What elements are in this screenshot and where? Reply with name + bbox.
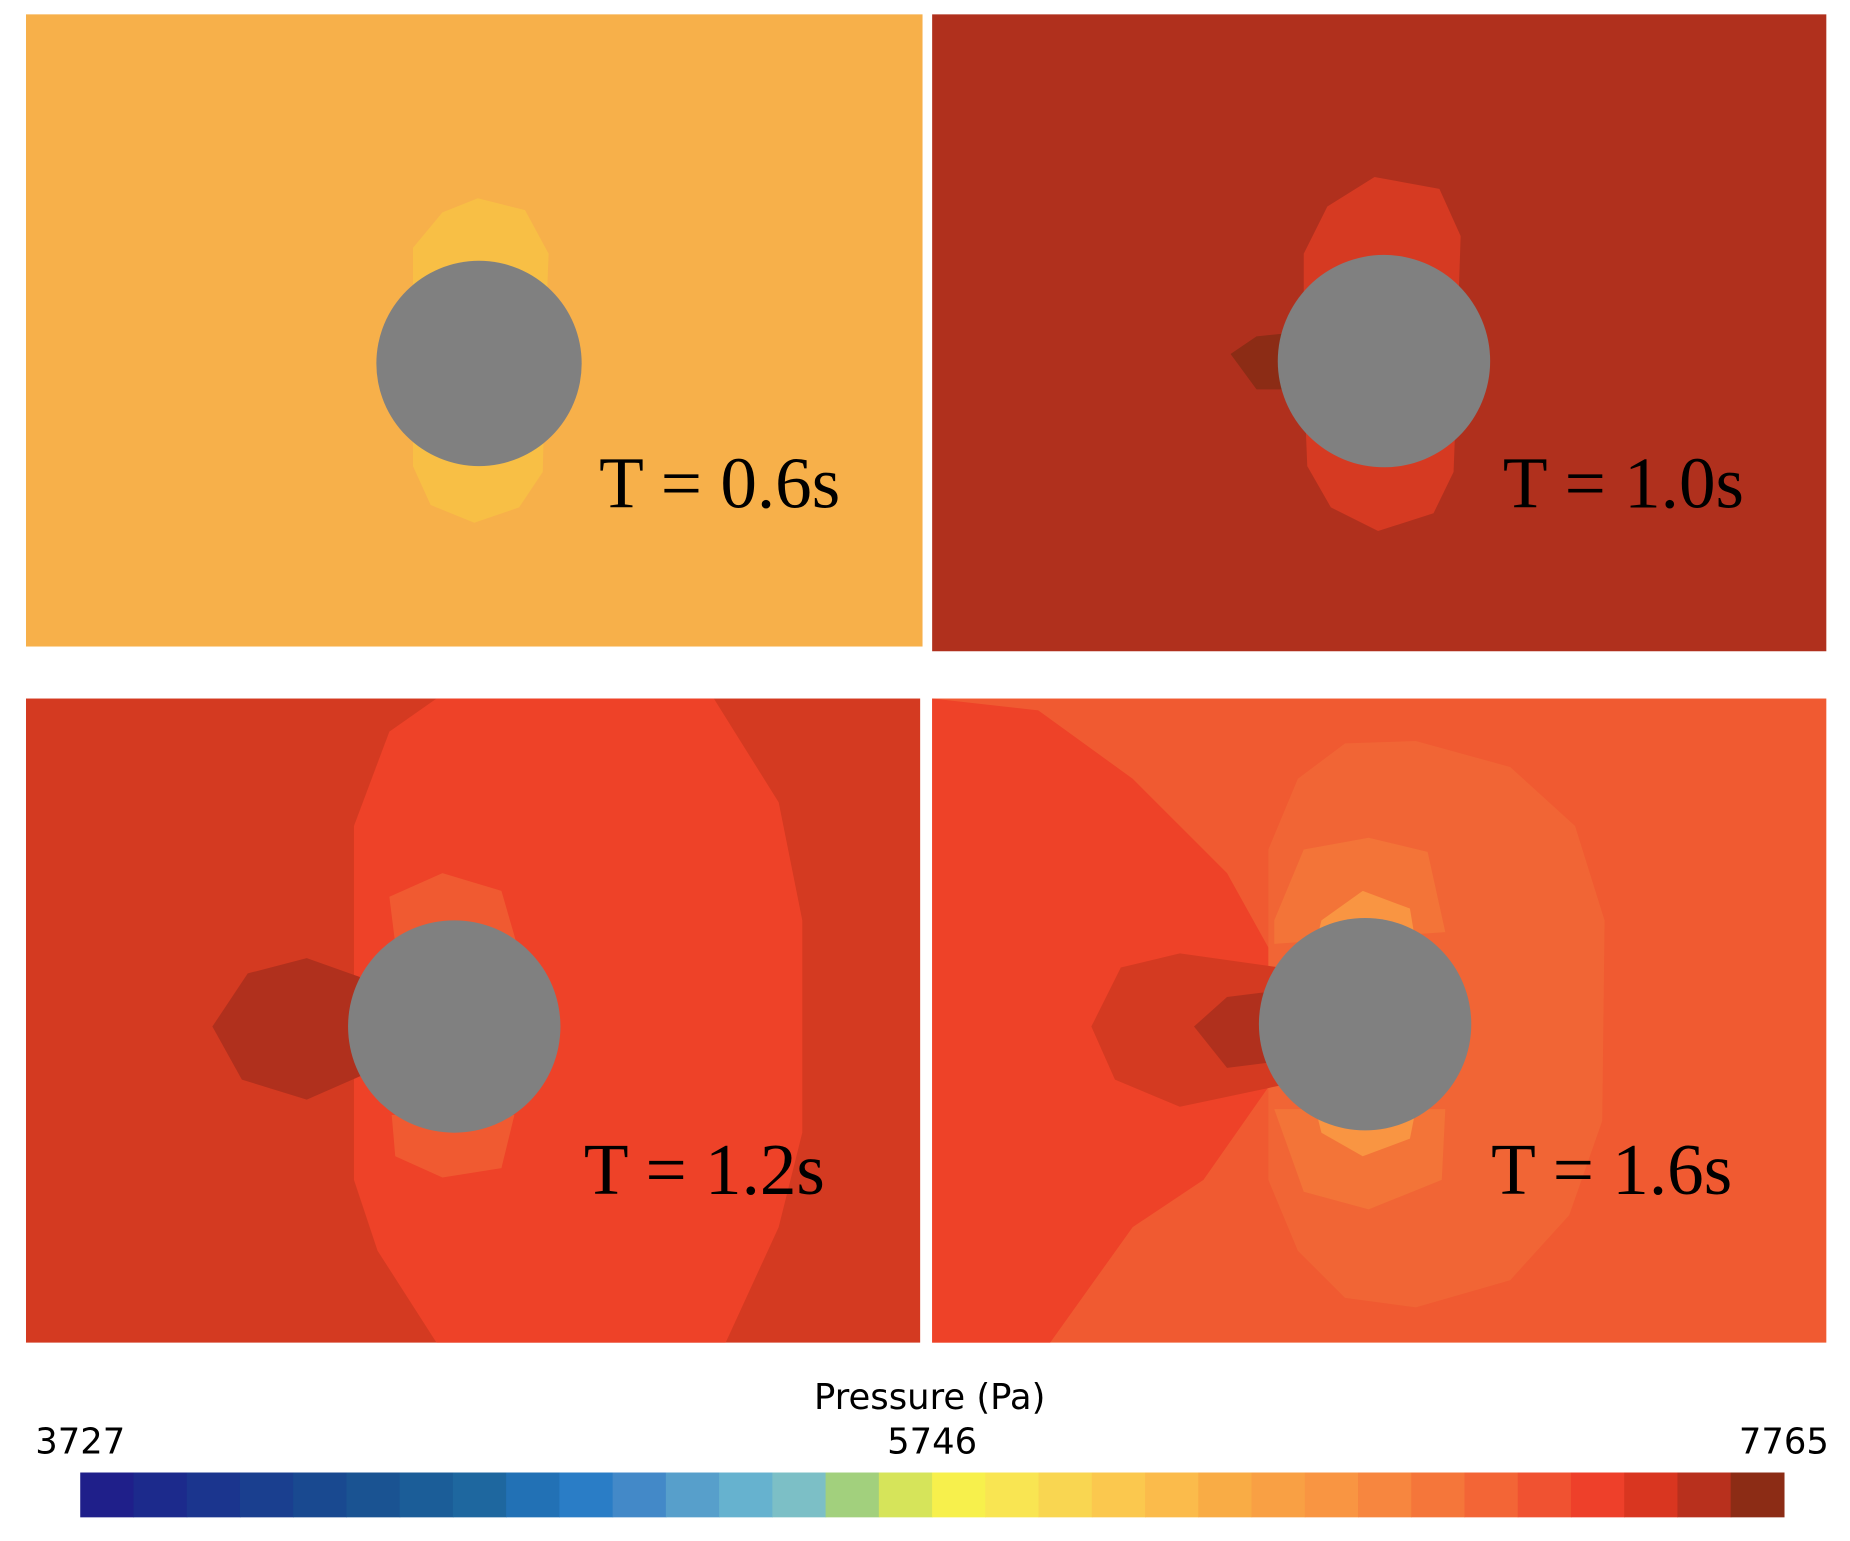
- colorbar-segment: [1411, 1472, 1466, 1518]
- colorbar-segment: [932, 1472, 986, 1518]
- colorbar-segment: [133, 1472, 188, 1518]
- colorbar-tick-label: 5746: [887, 1422, 977, 1463]
- time-label: T = 1.6s: [1491, 1129, 1732, 1210]
- colorbar-segment: [346, 1472, 401, 1518]
- contour: [391, 1115, 515, 1178]
- colorbar-segment: [1091, 1472, 1146, 1518]
- colorbar-segment: [665, 1472, 720, 1518]
- contour: [1091, 953, 1281, 1107]
- colorbar-segment: [1251, 1472, 1306, 1518]
- colorbar-segment: [1517, 1472, 1572, 1518]
- colorbar-segment: [1304, 1472, 1359, 1518]
- colorbar: 3727 5746 7765: [35, 1422, 1829, 1518]
- cylinder: [348, 920, 561, 1133]
- colorbar-segment: [559, 1472, 614, 1518]
- time-label: T = 0.6s: [599, 442, 840, 523]
- colorbar-segment: [825, 1472, 880, 1518]
- colorbar-segment: [1198, 1472, 1253, 1518]
- colorbar-segment: [1677, 1472, 1732, 1518]
- panel: T = 1.6s: [932, 698, 1827, 1343]
- colorbar-tick-label: 7765: [1739, 1422, 1829, 1463]
- colorbar-segment: [719, 1472, 773, 1518]
- colorbar-segment: [612, 1472, 667, 1518]
- colorbar-segment: [1570, 1472, 1625, 1518]
- contour: [353, 698, 803, 1343]
- time-label: T = 1.2s: [584, 1129, 825, 1210]
- cylinder: [1277, 254, 1491, 468]
- panel: T = 1.0s: [932, 14, 1827, 652]
- colorbar-segment: [239, 1472, 294, 1518]
- colorbar-segment: [1464, 1472, 1519, 1518]
- colorbar-title: Pressure (Pa): [814, 1377, 1045, 1418]
- colorbar-segment: [1730, 1472, 1785, 1518]
- colorbar-segment: [1624, 1472, 1679, 1518]
- colorbar-tick-label: 3727: [35, 1422, 125, 1463]
- cylinder: [376, 260, 582, 467]
- colorbar-segment: [878, 1472, 933, 1518]
- colorbar-segment: [985, 1472, 1040, 1518]
- colorbar-segment: [772, 1472, 827, 1518]
- panel: T = 0.6s: [25, 14, 923, 647]
- colorbar-segment: [399, 1472, 454, 1518]
- colorbar-segment: [1145, 1472, 1199, 1518]
- colorbar-segment: [1358, 1472, 1412, 1518]
- colorbar-segment: [452, 1472, 507, 1518]
- colorbar-segment: [186, 1472, 241, 1518]
- colorbar-segment: [1038, 1472, 1093, 1518]
- panel: T = 1.2s: [25, 698, 921, 1343]
- contour: [212, 958, 366, 1100]
- contour: [1194, 991, 1275, 1068]
- colorbar-segment: [506, 1472, 560, 1518]
- colorbar-segment: [80, 1472, 135, 1518]
- time-label: T = 1.0s: [1503, 442, 1744, 523]
- colorbar-segment: [293, 1472, 348, 1518]
- cylinder: [1258, 917, 1472, 1131]
